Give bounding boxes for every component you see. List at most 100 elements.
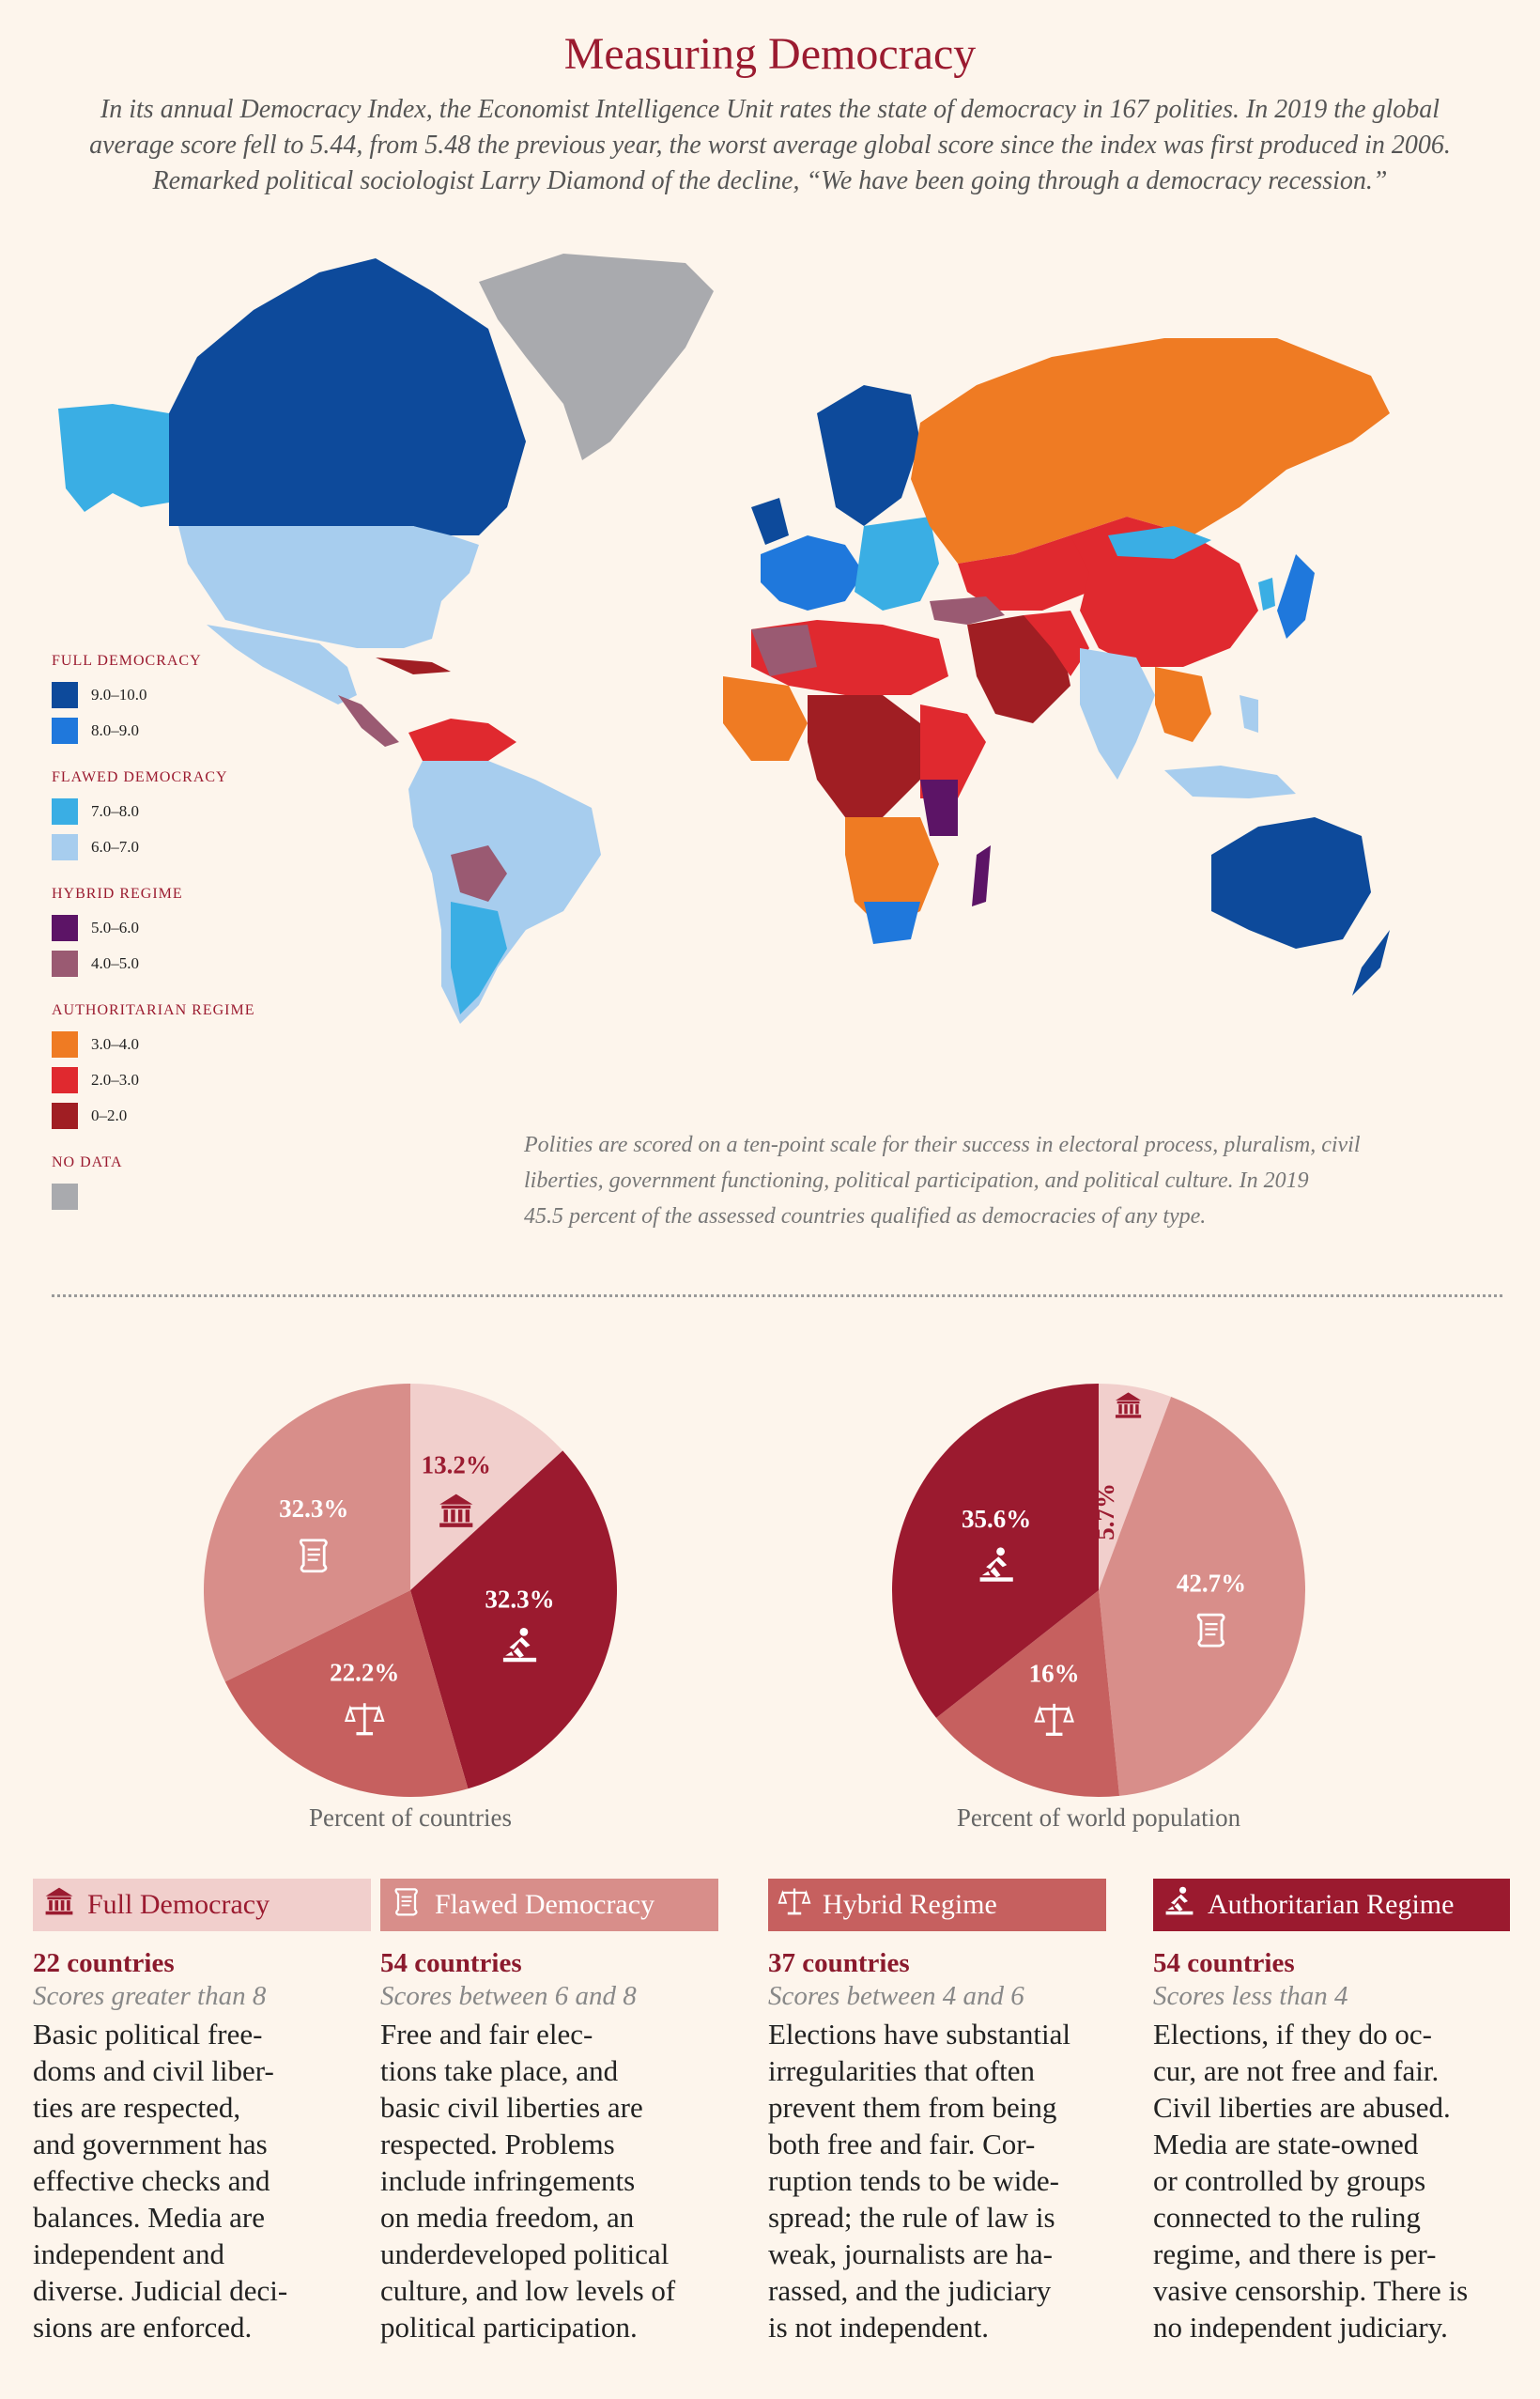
description-line: irregularities that often xyxy=(768,2054,1036,2087)
legend-swatch xyxy=(52,915,78,941)
legend-label: 5.0–6.0 xyxy=(91,919,139,936)
description-line: on media freedom, an xyxy=(380,2201,635,2234)
pie-slice xyxy=(203,1384,410,1682)
description-line: independent and xyxy=(33,2237,225,2270)
map-region-australia xyxy=(1211,817,1371,949)
category-column: Authoritarian Regime 54 countries Scores l… xyxy=(1153,1879,1510,2345)
legend-heading: FULL DEMOCRACY xyxy=(52,653,202,669)
pie-slice-icon xyxy=(439,1494,473,1527)
category-heading: Flawed Democracy xyxy=(380,1879,718,1931)
map-region-canada xyxy=(169,258,526,535)
category-description: Elections, if they do oc-cur, are not fr… xyxy=(1153,2016,1510,2345)
map-region-scandinavia xyxy=(817,385,920,526)
legend-heading: FLAWED DEMOCRACY xyxy=(52,769,228,785)
map-note: Polities are scored on a ten-point scale… xyxy=(524,1127,1519,1234)
description-line: basic civil liberties are xyxy=(380,2091,643,2124)
pie-slice xyxy=(1099,1396,1305,1796)
map-region-morocco-algeria xyxy=(751,625,817,676)
legend-item: 7.0–8.0 xyxy=(52,794,296,829)
description-line: or controlled by groups xyxy=(1153,2164,1426,2197)
description-line: sions are enforced. xyxy=(33,2311,253,2344)
page-title: Measuring Democracy xyxy=(563,29,977,79)
section-divider xyxy=(52,1294,1502,1297)
category-column: Flawed Democracy 54 countries Scores betwe… xyxy=(380,1879,718,2345)
description-line: is not independent. xyxy=(768,2311,990,2344)
legend-swatch xyxy=(52,834,78,860)
legend-label: 3.0–4.0 xyxy=(91,1035,139,1053)
category-description: Elections have substantial irregularities… xyxy=(768,2016,1106,2345)
pie-value-label: 22.2% xyxy=(330,1659,399,1687)
category-heading: Authoritarian Regime xyxy=(1153,1879,1510,1931)
map-region-madagascar xyxy=(972,845,991,906)
description-line: no independent judiciary. xyxy=(1153,2311,1448,2344)
legend-label: 0–2.0 xyxy=(91,1107,128,1124)
legend-item: 0–2.0 xyxy=(52,1098,296,1134)
map-region-southeast-asia xyxy=(1155,667,1211,742)
category-count: 37 countries xyxy=(768,1948,910,1978)
map-region-korea xyxy=(1258,578,1275,611)
category-name: Hybrid Regime xyxy=(823,1889,997,1920)
legend-item: 2.0–3.0 xyxy=(52,1062,296,1098)
pie-slice-icon xyxy=(299,1539,328,1573)
pie-value-label: 42.7% xyxy=(1177,1570,1246,1598)
description-line: regime, and there is per- xyxy=(1153,2237,1437,2270)
legend-group: AUTHORITARIAN REGIME 3.0–4.0 2.0–3.0 0–2.0 xyxy=(52,1002,296,1134)
map-region-east-africa xyxy=(920,704,986,798)
map-region-mexico xyxy=(207,625,357,704)
legend-group: FLAWED DEMOCRACY 7.0–8.0 6.0–7.0 xyxy=(52,769,296,865)
map-region-philippines xyxy=(1240,695,1258,733)
description-line: underdeveloped political xyxy=(380,2237,670,2270)
description-line: include infringements xyxy=(380,2164,636,2197)
map-region-central-america xyxy=(338,695,399,747)
legend-label: 9.0–10.0 xyxy=(91,686,147,704)
description-line: weak, journalists are ha- xyxy=(768,2237,1053,2270)
map-region-russia xyxy=(911,338,1390,564)
description-line: rassed, and the judiciary xyxy=(768,2274,1052,2307)
description-line: prevent them from being xyxy=(768,2091,1057,2124)
pie-slice xyxy=(224,1590,469,1797)
map-region-mongolia xyxy=(1108,526,1211,559)
legend-swatch xyxy=(52,951,78,977)
pie-caption-countries: Percent of countries xyxy=(309,1803,512,1832)
description-line: culture, and low levels of xyxy=(380,2274,676,2307)
pie-value-label: 13.2% xyxy=(422,1450,491,1478)
category-range: Scores between 6 and 8 xyxy=(380,1981,637,2011)
description-line: tions take place, and xyxy=(380,2054,619,2087)
pie-slice-icon xyxy=(502,1627,537,1663)
world-map xyxy=(58,254,1390,1024)
category-description: Free and fair elec-tions take place, and… xyxy=(380,2016,718,2345)
intro-line: In its annual Democracy Index, the Econo… xyxy=(100,95,1440,124)
map-region-chile-argentina xyxy=(451,902,507,1014)
category-range: Scores less than 4 xyxy=(1153,1981,1348,2011)
legend-swatch xyxy=(52,1067,78,1093)
description-line: Elections have substantial xyxy=(768,2018,1070,2051)
description-line: political participation. xyxy=(380,2311,638,2344)
map-region-east-africa-hybrid xyxy=(920,780,958,836)
pie-slice-icon xyxy=(1115,1392,1142,1418)
legend-swatch xyxy=(52,718,78,744)
description-line: effective checks and xyxy=(33,2164,270,2197)
pie-slice-icon xyxy=(1196,1613,1225,1648)
description-line: ties are respected, xyxy=(33,2091,241,2124)
category-heading: Hybrid Regime xyxy=(768,1879,1106,1931)
category-count: 22 countries xyxy=(33,1948,175,1978)
legend-label: 8.0–9.0 xyxy=(91,721,139,739)
note-line: 45.5 percent of the assessed countries q… xyxy=(524,1204,1207,1229)
category-heading: Full Democracy xyxy=(33,1879,371,1931)
legend-item: 6.0–7.0 xyxy=(52,829,296,865)
map-region-western-europe xyxy=(761,535,864,611)
map-region-south-america xyxy=(408,761,601,1024)
pie-slice xyxy=(936,1590,1120,1797)
legend-label: 2.0–3.0 xyxy=(91,1071,139,1089)
category-count: 54 countries xyxy=(1153,1948,1295,1978)
legend-heading: AUTHORITARIAN REGIME xyxy=(52,1002,255,1018)
description-line: Free and fair elec- xyxy=(380,2018,593,2051)
description-line: Elections, if they do oc- xyxy=(1153,2018,1432,2051)
map-region-new-zealand xyxy=(1352,930,1390,996)
legend-item: 5.0–6.0 xyxy=(52,910,296,946)
legend-swatch xyxy=(52,798,78,825)
legend-swatch xyxy=(52,682,78,708)
legend-group: HYBRID REGIME 5.0–6.0 4.0–5.0 xyxy=(52,886,296,982)
description-line: Basic political free- xyxy=(33,2018,263,2051)
map-region-central-asia xyxy=(958,535,1108,611)
